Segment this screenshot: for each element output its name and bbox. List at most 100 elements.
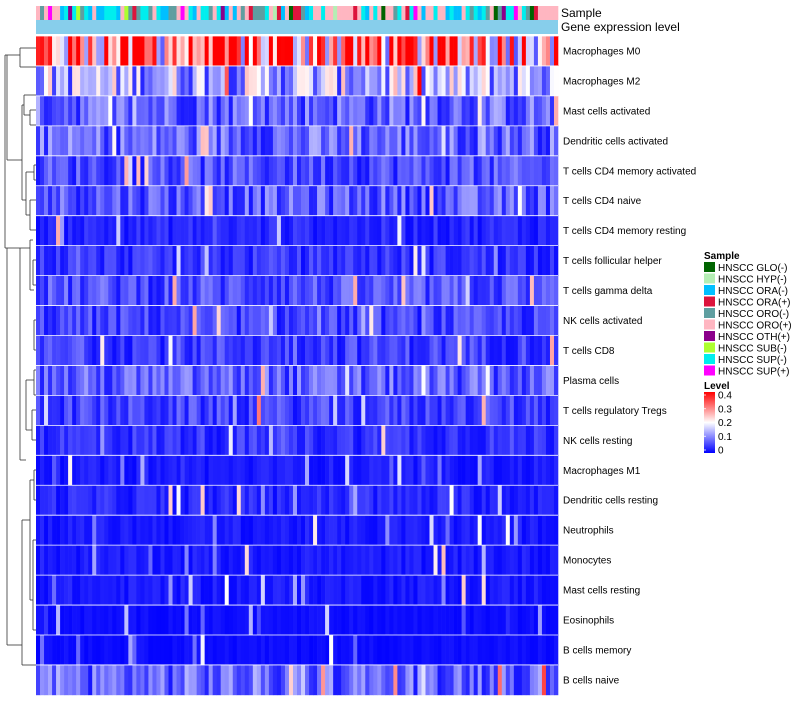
heatmap-cell	[505, 95, 511, 127]
heatmap-cell	[433, 95, 438, 127]
heatmap-cell	[128, 365, 133, 396]
heatmap-cell	[244, 185, 250, 216]
heatmap-cell	[357, 515, 362, 546]
heatmap-cell	[292, 125, 298, 157]
heatmap-cell	[204, 65, 209, 97]
sample-annotation-cell	[313, 6, 318, 20]
heatmap-cell	[276, 485, 282, 516]
heatmap-cell	[453, 36, 458, 67]
heatmap-cell	[429, 155, 434, 187]
heatmap-cell	[80, 185, 85, 216]
heatmap-cell	[453, 215, 458, 246]
heatmap-cell	[445, 275, 450, 306]
heatmap-cell	[224, 545, 230, 576]
heatmap-cell	[196, 545, 201, 576]
heatmap-cell	[341, 275, 346, 306]
heatmap-cell	[88, 125, 93, 157]
heatmap-cell	[260, 215, 266, 246]
heatmap-cell	[461, 575, 466, 606]
heatmap-cell	[405, 664, 410, 696]
heatmap-cell	[48, 95, 53, 127]
heatmap-cell	[256, 425, 262, 456]
heatmap-cell	[433, 605, 438, 636]
heatmap-cell	[256, 185, 262, 216]
heatmap-cell	[52, 335, 57, 366]
heatmap-cell	[313, 425, 318, 456]
heatmap-cell	[252, 245, 258, 276]
heatmap-cell	[377, 635, 382, 666]
heatmap-cell	[152, 215, 157, 246]
heatmap-cell	[409, 65, 414, 97]
heatmap-cell	[128, 635, 133, 666]
heatmap-cell	[317, 455, 322, 486]
heatmap-cell	[212, 65, 217, 97]
heatmap-row	[36, 35, 559, 67]
heatmap-cell	[425, 455, 430, 486]
heatmap-cell	[309, 95, 314, 127]
heatmap-cell	[44, 485, 49, 516]
heatmap-cell	[292, 575, 298, 606]
heatmap-cell	[196, 155, 201, 187]
heatmap-cell	[465, 95, 470, 127]
heatmap-cell	[425, 95, 430, 127]
heatmap-cell	[313, 515, 318, 546]
heatmap-cell	[417, 155, 422, 187]
heatmap-cell	[208, 65, 213, 97]
heatmap-cell	[485, 395, 491, 426]
heatmap-cell	[437, 305, 442, 336]
heatmap-cell	[220, 125, 226, 157]
heatmap-cell	[481, 335, 487, 366]
heatmap-cell	[365, 155, 370, 187]
heatmap-cell	[485, 515, 491, 546]
heatmap-cell	[421, 335, 426, 366]
heatmap-cell	[349, 395, 354, 426]
heatmap-cell	[276, 635, 282, 666]
heatmap-cell	[140, 485, 145, 516]
heatmap-cell	[280, 245, 286, 276]
heatmap-cell	[232, 95, 238, 127]
heatmap-cell	[413, 335, 418, 366]
heatmap-cell	[212, 515, 217, 546]
heatmap-cell	[493, 575, 499, 606]
heatmap-cell	[228, 575, 234, 606]
heatmap-cell	[84, 605, 89, 636]
heatmap-cell	[349, 65, 354, 97]
heatmap-cell	[365, 335, 370, 366]
sample-legend-swatch	[704, 308, 715, 318]
heatmap-cell	[345, 335, 350, 366]
heatmap-cell	[317, 515, 322, 546]
heatmap-cell	[553, 515, 559, 546]
sample-annotation-cell	[353, 6, 358, 20]
heatmap-cell	[309, 545, 314, 576]
heatmap-cell	[116, 365, 121, 396]
heatmap-cell	[136, 245, 141, 276]
heatmap-cell	[264, 605, 270, 636]
heatmap-cell	[525, 155, 531, 187]
heatmap-cell	[288, 215, 294, 246]
heatmap-cell	[60, 515, 65, 546]
heatmap-cell	[493, 245, 499, 276]
heatmap-cell	[357, 425, 362, 456]
heatmap-cell	[405, 335, 410, 366]
heatmap-cell	[84, 395, 89, 426]
heatmap-cell	[248, 425, 254, 456]
heatmap-cell	[268, 545, 274, 576]
heatmap-cell	[196, 185, 201, 216]
heatmap-cell	[104, 155, 109, 187]
heatmap-cell	[240, 185, 246, 216]
heatmap-cell	[477, 155, 483, 187]
heatmap-cell	[204, 455, 209, 486]
heatmap-cell	[321, 155, 326, 187]
heatmap-cell	[240, 125, 246, 157]
heatmap-cell	[549, 575, 555, 606]
heatmap-cell	[68, 95, 73, 127]
heatmap-cell	[144, 425, 149, 456]
heatmap-cell	[112, 485, 117, 516]
sample-annotation-cell	[525, 6, 531, 20]
heatmap-cell	[477, 515, 483, 546]
heatmap-cell	[44, 635, 49, 666]
heatmap-cell	[224, 155, 230, 187]
heatmap-cell	[433, 275, 438, 306]
heatmap-cell	[553, 635, 559, 666]
heatmap-cell	[124, 515, 129, 546]
